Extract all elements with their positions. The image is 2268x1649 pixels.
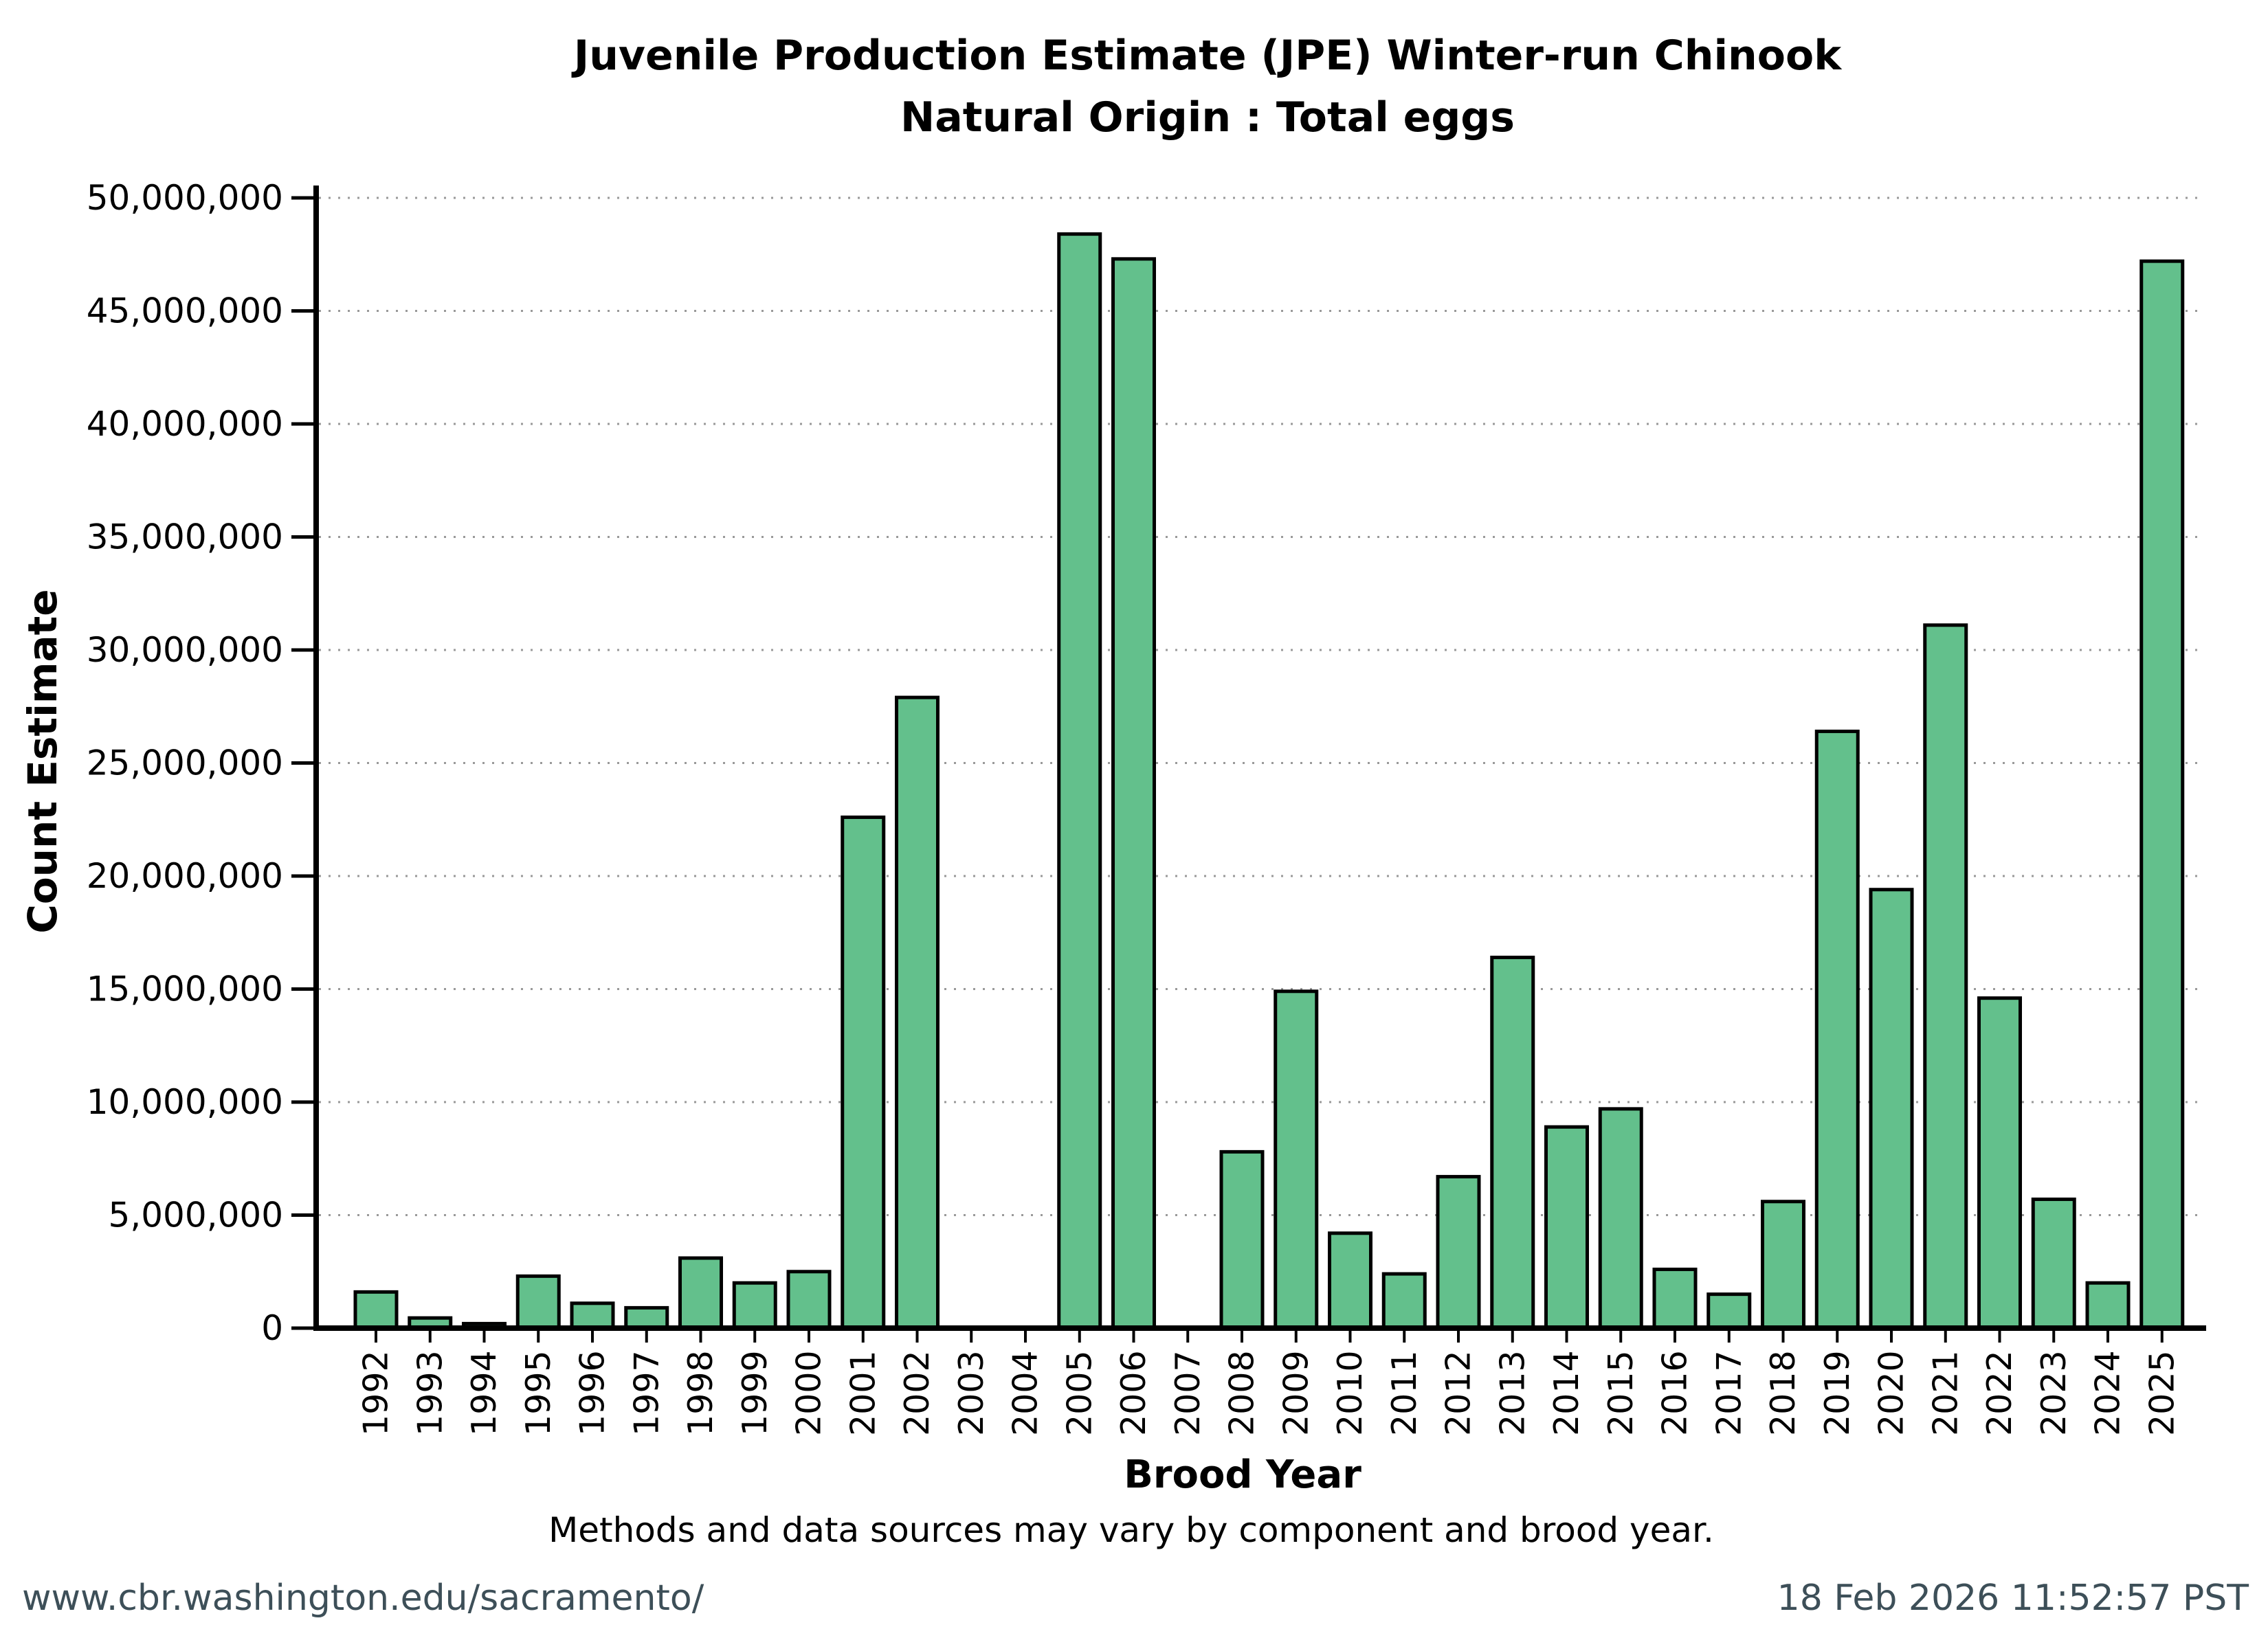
x-tick-label-2017: 2017	[1709, 1350, 1748, 1436]
y-axis-title: Count Estimate	[19, 589, 66, 934]
bar-2005	[1057, 232, 1102, 1330]
bar-2013	[1490, 955, 1535, 1330]
bar-2001	[841, 815, 886, 1330]
x-tick-label-2025: 2025	[2142, 1350, 2181, 1436]
bar-1992	[353, 1290, 399, 1330]
chart-title-line1: Juvenile Production Estimate (JPE) Winte…	[573, 32, 1842, 80]
bar-1996	[570, 1301, 615, 1330]
x-tick-label-2009: 2009	[1276, 1350, 1315, 1436]
x-tick-label-1996: 1996	[573, 1350, 612, 1436]
y-tick-label-50000000: 50,000,000	[87, 178, 283, 218]
bar-2024	[2085, 1281, 2131, 1330]
footnote: Methods and data sources may vary by com…	[548, 1510, 1714, 1550]
chart-title-line2: Natural Origin : Total eggs	[900, 93, 1515, 142]
y-tick-label-45000000: 45,000,000	[87, 291, 283, 331]
bar-2000	[786, 1270, 832, 1330]
x-tick-label-2008: 2008	[1223, 1350, 1262, 1436]
x-tick-label-2018: 2018	[1764, 1350, 1803, 1436]
bar-2002	[895, 695, 940, 1330]
chart-title: Juvenile Production Estimate (JPE) Winte…	[574, 25, 1841, 148]
y-tick-label-10000000: 10,000,000	[87, 1082, 283, 1122]
x-tick-label-2000: 2000	[790, 1350, 829, 1436]
x-tick-label-2016: 2016	[1656, 1350, 1695, 1436]
bar-2008	[1219, 1149, 1265, 1330]
x-tick-label-1997: 1997	[627, 1350, 666, 1436]
y-tick-label-5000000: 5,000,000	[109, 1196, 283, 1235]
bar-2016	[1652, 1267, 1698, 1330]
x-tick-label-2015: 2015	[1601, 1350, 1641, 1436]
bar-2015	[1598, 1107, 1643, 1330]
y-tick-label-30000000: 30,000,000	[87, 630, 283, 670]
x-tick-label-1992: 1992	[357, 1350, 396, 1436]
bar-2010	[1328, 1231, 1372, 1330]
x-tick-label-2005: 2005	[1060, 1350, 1099, 1436]
x-tick-label-2002: 2002	[898, 1350, 937, 1436]
y-tick-label-25000000: 25,000,000	[87, 743, 283, 783]
footer-url: www.cbr.washington.edu/sacramento/	[22, 1578, 704, 1619]
y-tick-label-40000000: 40,000,000	[87, 404, 283, 444]
x-axis-title: Brood Year	[1124, 1452, 1361, 1497]
x-tick-label-2006: 2006	[1114, 1350, 1153, 1436]
x-tick-label-2022: 2022	[1980, 1350, 2019, 1436]
bar-1998	[678, 1256, 723, 1330]
bar-2017	[1706, 1292, 1752, 1330]
x-tick-label-2004: 2004	[1006, 1350, 1045, 1436]
bar-2009	[1274, 989, 1319, 1330]
bar-2006	[1111, 257, 1156, 1330]
bar-2014	[1544, 1125, 1589, 1330]
x-tick-label-2003: 2003	[952, 1350, 991, 1436]
x-tick-label-2012: 2012	[1439, 1350, 1478, 1436]
bar-2020	[1869, 888, 1914, 1330]
x-tick-label-1993: 1993	[410, 1350, 449, 1436]
bar-2023	[2031, 1197, 2076, 1330]
x-tick-label-1998: 1998	[681, 1350, 720, 1436]
bar-2011	[1381, 1272, 1427, 1330]
bar-1995	[515, 1274, 561, 1330]
y-tick-label-15000000: 15,000,000	[87, 969, 283, 1009]
x-tick-label-1994: 1994	[465, 1350, 504, 1436]
x-tick-label-2024: 2024	[2089, 1350, 2128, 1436]
bar-2012	[1436, 1175, 1481, 1330]
x-tick-label-2011: 2011	[1385, 1350, 1424, 1436]
bar-2019	[1814, 729, 1860, 1330]
bar-1997	[624, 1305, 669, 1330]
x-tick-label-1995: 1995	[519, 1350, 558, 1436]
x-tick-label-2001: 2001	[843, 1350, 882, 1436]
bar-2022	[1977, 996, 2022, 1330]
x-tick-label-2023: 2023	[2034, 1350, 2074, 1436]
x-tick-label-2021: 2021	[1926, 1350, 1965, 1436]
y-tick-label-35000000: 35,000,000	[87, 517, 283, 557]
x-tick-label-2014: 2014	[1547, 1350, 1586, 1436]
y-tick-label-20000000: 20,000,000	[87, 856, 283, 896]
x-tick-label-2020: 2020	[1872, 1350, 1911, 1436]
bar-2018	[1761, 1200, 1805, 1330]
x-tick-label-2013: 2013	[1493, 1350, 1532, 1436]
bar-2025	[2139, 259, 2185, 1330]
x-tick-label-2019: 2019	[1818, 1350, 1857, 1436]
bar-1999	[732, 1281, 777, 1330]
y-tick-label-0: 0	[261, 1308, 283, 1348]
x-tick-label-2010: 2010	[1331, 1350, 1370, 1436]
x-tick-label-1999: 1999	[735, 1350, 775, 1436]
footer-timestamp: 18 Feb 2026 11:52:57 PST	[1777, 1578, 2249, 1619]
x-tick-label-2007: 2007	[1168, 1350, 1208, 1436]
bar-2021	[1923, 623, 1968, 1330]
